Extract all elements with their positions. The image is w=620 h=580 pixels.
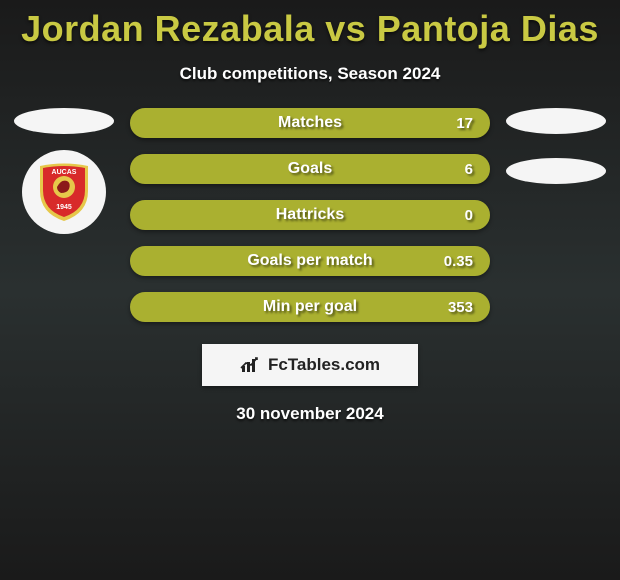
stat-label: Matches <box>131 114 489 132</box>
stat-row-goals-per-match: Goals per match 0.35 <box>130 246 490 276</box>
right-placeholder-oval-2 <box>506 158 606 184</box>
right-side-column <box>500 108 612 184</box>
page-title: Jordan Rezabala vs Pantoja Dias <box>0 0 620 50</box>
stat-label: Hattricks <box>131 206 489 224</box>
aucas-logo: AUCAS 1945 <box>37 161 91 223</box>
comparison-body: AUCAS 1945 Matches 17 Goals 6 Hattricks … <box>0 108 620 322</box>
logo-text-top: AUCAS <box>52 169 77 176</box>
stat-row-goals: Goals 6 <box>130 154 490 184</box>
left-team-logo: AUCAS 1945 <box>22 150 106 234</box>
subtitle: Club competitions, Season 2024 <box>0 64 620 84</box>
stat-label: Goals <box>131 160 489 178</box>
stat-value: 353 <box>448 299 473 316</box>
stat-label: Min per goal <box>131 298 489 316</box>
stat-row-min-per-goal: Min per goal 353 <box>130 292 490 322</box>
brand-text: FcTables.com <box>268 355 380 375</box>
brand-badge: FcTables.com <box>202 344 418 386</box>
stat-value: 0.35 <box>444 253 473 270</box>
stat-label: Goals per match <box>131 252 489 270</box>
logo-text-bottom: 1945 <box>56 204 72 211</box>
stat-row-hattricks: Hattricks 0 <box>130 200 490 230</box>
stats-column: Matches 17 Goals 6 Hattricks 0 Goals per… <box>120 108 500 322</box>
stat-value: 6 <box>465 161 473 178</box>
stat-row-matches: Matches 17 <box>130 108 490 138</box>
left-side-column: AUCAS 1945 <box>8 108 120 234</box>
right-placeholder-oval-1 <box>506 108 606 134</box>
left-placeholder-oval <box>14 108 114 134</box>
stat-value: 17 <box>456 115 473 132</box>
bar-chart-icon <box>240 356 262 374</box>
date-text: 30 november 2024 <box>0 404 620 424</box>
stat-value: 0 <box>465 207 473 224</box>
